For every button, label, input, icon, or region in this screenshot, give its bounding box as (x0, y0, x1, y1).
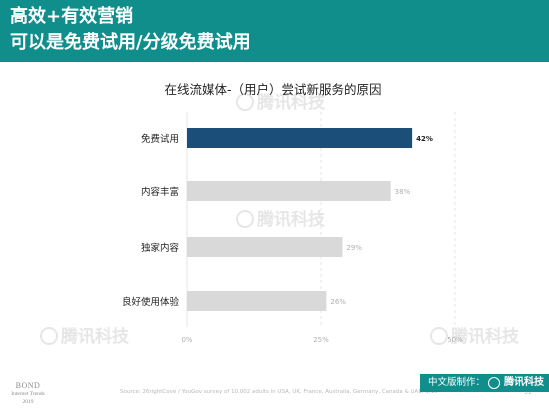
bar (187, 237, 343, 257)
data-label: 42% (416, 135, 433, 143)
category-label: 良好使用体验 (122, 296, 180, 308)
watermark-logo-icon (236, 93, 254, 111)
bond-logo-subtitle: Internet Trends (11, 391, 45, 397)
data-label: 26% (330, 298, 346, 306)
header-subtitle: 可以是免费试用/分级免费试用 (10, 32, 251, 53)
translation-label: 中文版制作： (428, 377, 486, 388)
page-number: 31 (524, 389, 532, 396)
watermark: 腾讯科技 (236, 88, 325, 113)
watermark: 腾讯科技 (236, 205, 325, 230)
bar-chart: 在线流媒体-（用户）尝试新服务的原因 免费试用 42% 内容丰富 38% 独家内容 29%… (122, 82, 463, 344)
watermark-text: 腾讯科技 (257, 210, 325, 230)
bond-logo-name: BOND (15, 381, 41, 390)
watermark-text: 腾讯科技 (451, 327, 519, 347)
header-title: 高效+有效营销 (10, 6, 134, 27)
watermark-text: 腾讯科技 (61, 327, 129, 347)
bond-logo: BOND Internet Trends 2019 (8, 382, 48, 406)
tencent-logo-icon (488, 377, 500, 389)
bar (187, 291, 327, 311)
watermark-logo-icon (40, 327, 58, 345)
header-banner: 高效+有效营销 可以是免费试用/分级免费试用 (0, 0, 549, 62)
x-tick-label: 0% (181, 336, 192, 344)
watermark-logo-icon (236, 210, 254, 228)
watermark-logo-icon (430, 327, 448, 345)
translation-logo-text: 腾讯科技 (504, 377, 544, 388)
x-tick-label: 25% (313, 336, 329, 344)
category-label: 内容丰富 (141, 186, 179, 198)
watermark: 腾讯科技 (430, 322, 519, 347)
x-tick-label: 50% (447, 336, 463, 344)
data-label: 29% (346, 244, 362, 252)
bond-logo-year: 2019 (22, 399, 34, 405)
category-label: 免费试用 (141, 133, 179, 145)
data-label: 38% (395, 188, 411, 196)
bar (187, 128, 413, 148)
watermark-text: 腾讯科技 (257, 93, 325, 113)
watermark: 腾讯科技 (40, 322, 129, 347)
category-label: 独家内容 (141, 242, 180, 254)
translation-credit: 中文版制作： 腾讯科技 (420, 374, 549, 392)
bar (187, 181, 391, 201)
source-note: Source: 26rightCove / YouGov survey of 1… (120, 389, 440, 395)
chart-title: 在线流媒体-（用户）尝试新服务的原因 (164, 82, 381, 97)
